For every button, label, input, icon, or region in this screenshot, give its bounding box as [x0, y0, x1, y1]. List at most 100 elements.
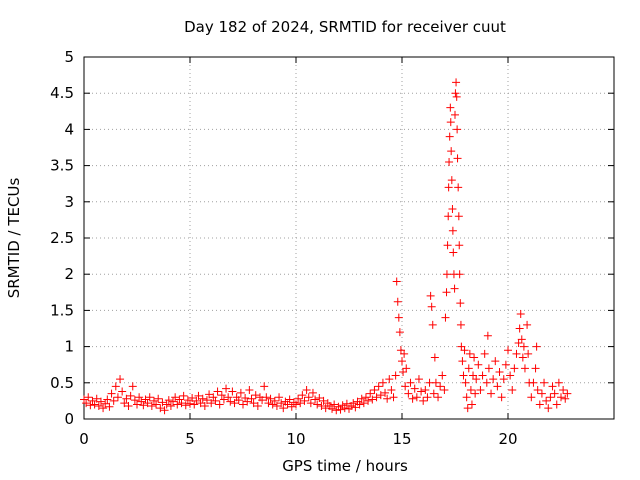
data-point [431, 378, 440, 387]
data-point [497, 393, 506, 402]
data-point [414, 375, 423, 384]
data-point [122, 394, 131, 403]
data-point [443, 241, 452, 250]
data-point [436, 382, 445, 391]
data-point [186, 399, 194, 408]
data-point [512, 349, 521, 358]
data-point [470, 353, 479, 362]
data-point [88, 396, 97, 405]
data-point [396, 346, 405, 355]
data-point [164, 396, 173, 405]
data-point [458, 357, 467, 366]
data-point [376, 391, 385, 400]
data-point [361, 393, 370, 402]
data-point [190, 400, 199, 409]
data-point [355, 400, 364, 409]
data-point [152, 400, 161, 409]
y-tick-label: 0 [64, 410, 74, 428]
data-point [260, 382, 269, 391]
data-point [359, 399, 368, 408]
data-point [546, 393, 555, 402]
data-point [449, 248, 458, 257]
data-point [272, 401, 281, 410]
data-point [219, 395, 228, 404]
x-axis-label: GPS time / hours [282, 457, 408, 475]
data-point [445, 157, 454, 166]
data-point [126, 391, 135, 400]
data-point [205, 390, 214, 399]
data-point [504, 346, 512, 355]
data-point [113, 393, 122, 402]
data-point [283, 400, 292, 409]
data-point [211, 396, 220, 405]
data-point [228, 387, 237, 396]
y-tick-label: 2.5 [50, 229, 74, 247]
chart-title: Day 182 of 2024, SRMTID for receiver cuu… [184, 18, 506, 36]
data-point [456, 320, 465, 329]
data-point [402, 364, 411, 373]
data-point [454, 183, 463, 192]
data-point [300, 396, 309, 405]
data-point [463, 404, 472, 413]
data-point [563, 389, 572, 398]
data-point [410, 384, 419, 393]
data-point [120, 399, 129, 408]
data-point [222, 384, 231, 393]
data-point [364, 396, 373, 405]
data-point [514, 338, 523, 347]
data-point [130, 396, 139, 405]
data-point [118, 387, 127, 396]
data-point [143, 399, 152, 408]
data-point [124, 401, 133, 410]
data-point [401, 382, 410, 391]
data-point [313, 400, 322, 409]
data-point [419, 396, 428, 405]
data-point [99, 404, 108, 413]
data-point [412, 393, 421, 402]
data-point [552, 400, 561, 409]
data-point [400, 349, 409, 358]
data-point [548, 382, 557, 391]
data-point [317, 401, 326, 410]
data-point [451, 110, 459, 119]
data-point [149, 396, 158, 405]
data-point [368, 395, 377, 404]
data-point [457, 342, 466, 351]
data-point [279, 404, 288, 413]
data-point [430, 353, 439, 362]
data-point [385, 375, 394, 384]
data-point [84, 393, 93, 402]
data-point [224, 393, 233, 402]
data-point [544, 404, 553, 413]
data-point [442, 270, 451, 279]
data-point [464, 364, 473, 373]
data-point [109, 396, 118, 405]
data-point [336, 405, 345, 414]
y-tick-label: 5 [64, 48, 74, 66]
data-point [247, 394, 256, 403]
data-point [394, 313, 403, 322]
data-point [249, 399, 258, 408]
data-point [183, 396, 192, 405]
data-point [451, 89, 460, 98]
data-point [472, 375, 481, 384]
data-point [533, 386, 542, 395]
data-point [128, 382, 137, 391]
data-point [517, 335, 526, 344]
data-point [508, 386, 517, 395]
data-point [101, 399, 110, 408]
data-point [462, 393, 471, 402]
data-point [448, 226, 457, 235]
data-point [446, 103, 455, 112]
data-point [453, 125, 462, 134]
data-point [80, 395, 88, 404]
data-point [82, 399, 91, 408]
data-point [105, 402, 114, 411]
data-point [306, 399, 315, 408]
data-point [285, 395, 294, 404]
data-point [483, 331, 492, 340]
data-point [454, 212, 463, 221]
data-point [480, 349, 489, 358]
data-point [440, 386, 449, 395]
data-point [434, 393, 443, 402]
